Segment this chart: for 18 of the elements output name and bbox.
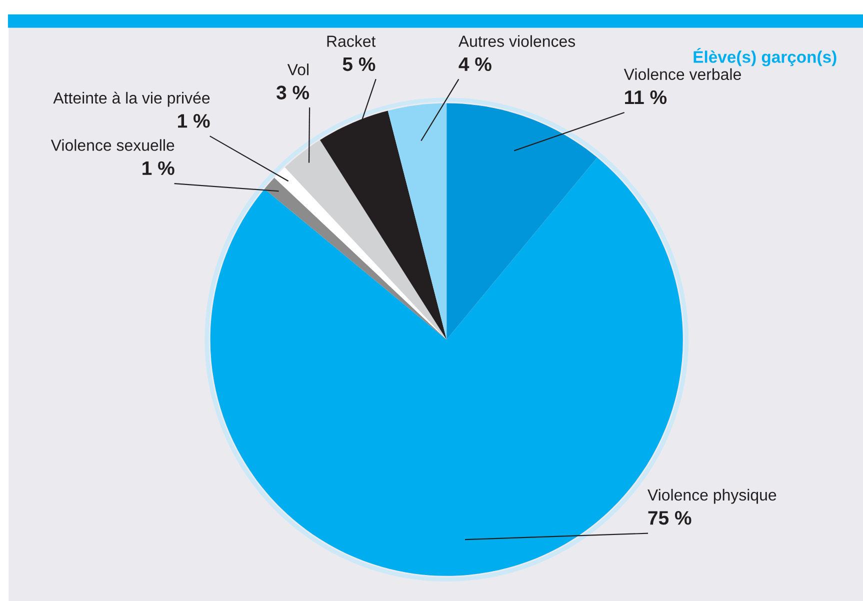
slice-label: Violence verbale (624, 68, 741, 80)
data-label: 3 % (276, 86, 310, 100)
slice-label: Atteinte à la vie privée (53, 92, 210, 107)
slice-label: Autres violences (458, 35, 576, 47)
text: Élève(s) garçon(s) (694, 48, 836, 66)
data-label: 75 % (648, 511, 692, 525)
slice-label: Violence physique (648, 488, 776, 504)
slice-label: Racket (327, 35, 376, 47)
data-label: 4 % (458, 57, 492, 72)
data-label: 5 % (342, 57, 376, 72)
slice-label: Vol (287, 64, 308, 76)
data-label: 1 % (142, 161, 174, 175)
pie-slice (388, 103, 447, 340)
pie-slice (446, 103, 598, 340)
pie-slice (284, 140, 447, 340)
slice-label: Violence sexuelle (50, 139, 174, 151)
data-label: 1 % (178, 114, 210, 128)
data-label: 11 % (625, 90, 667, 104)
